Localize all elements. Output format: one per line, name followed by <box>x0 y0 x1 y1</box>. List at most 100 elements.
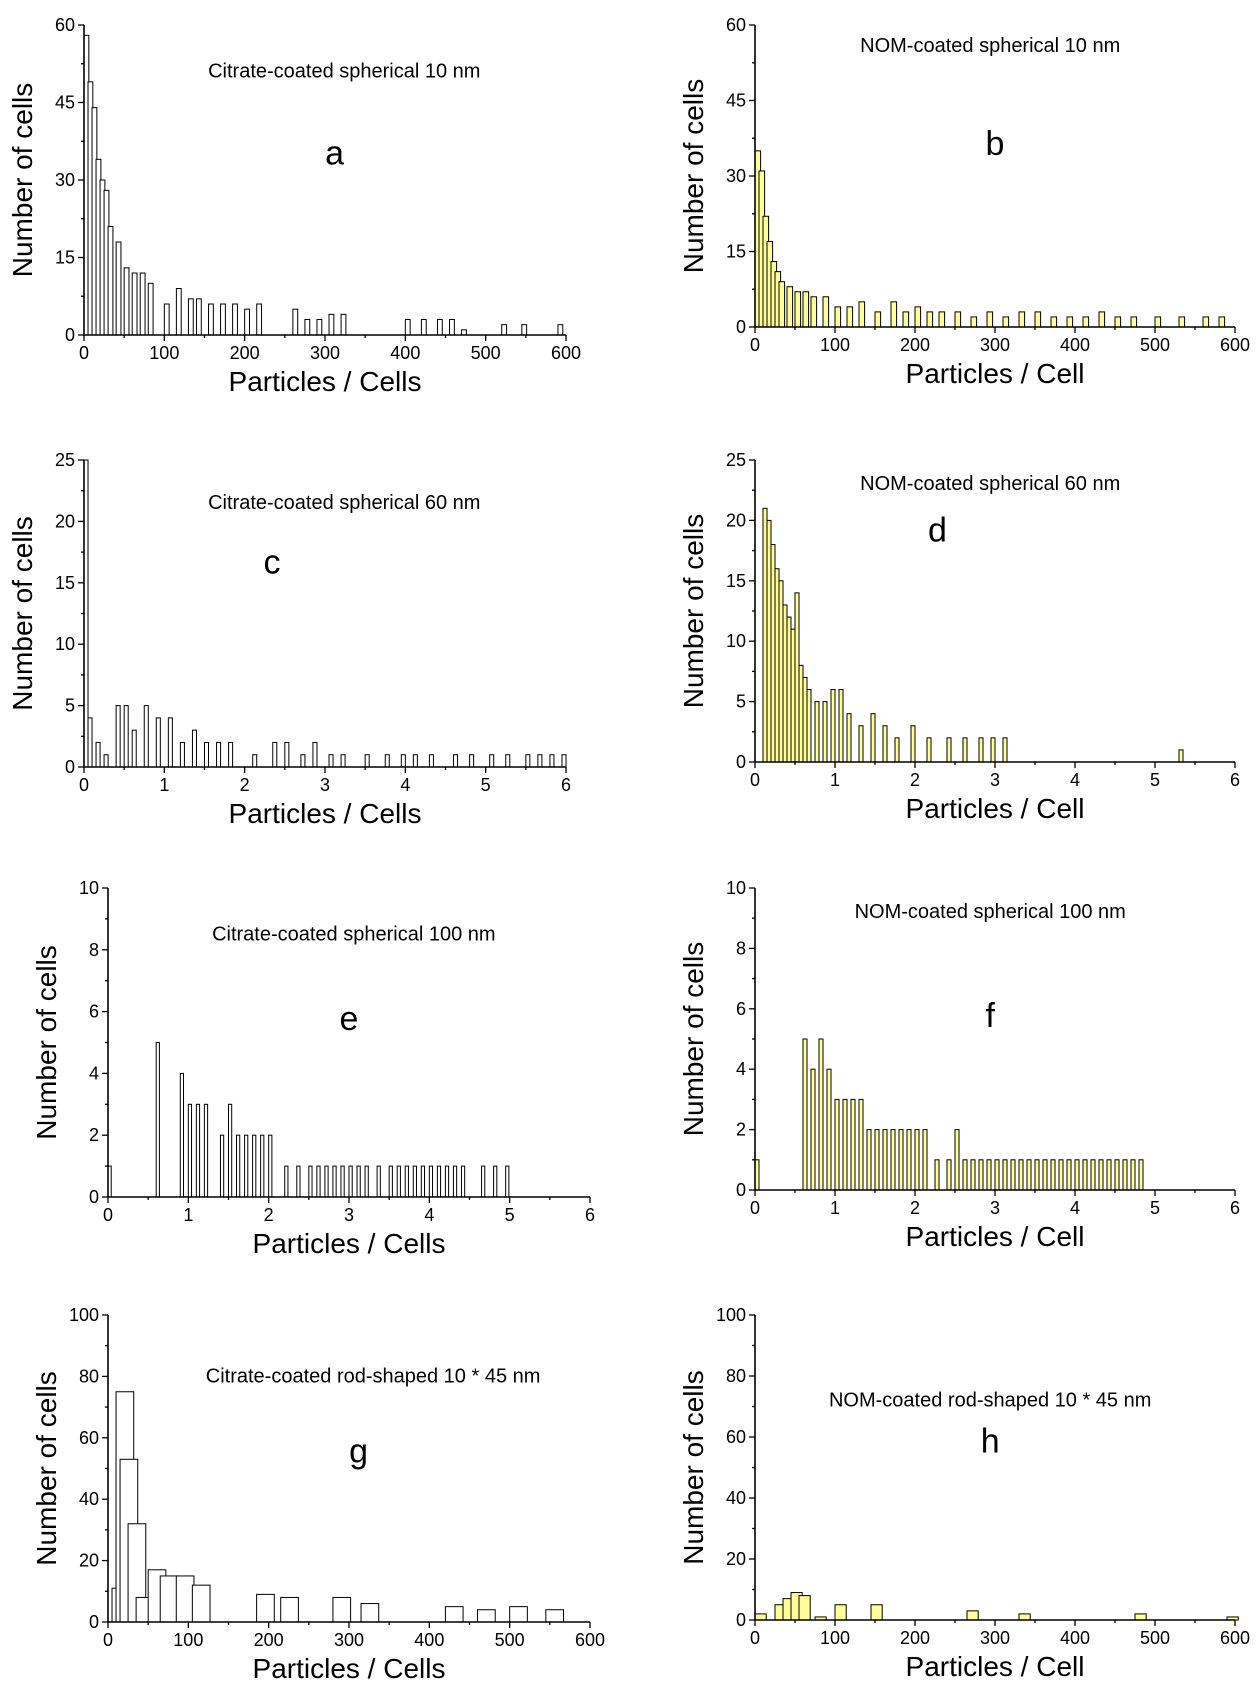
histogram-bar <box>489 754 495 768</box>
histogram-bar <box>790 628 796 763</box>
histogram-bar <box>376 1165 381 1198</box>
panel-letter: g <box>349 1432 368 1470</box>
histogram-bar <box>412 754 418 768</box>
x-axis-title: Particles / Cell <box>906 793 1085 824</box>
x-tick-label: 4 <box>1070 770 1080 790</box>
y-tick-label: 15 <box>726 571 746 591</box>
histogram-bar <box>452 1165 458 1198</box>
y-tick-label: 5 <box>736 692 746 712</box>
y-axis-title: Number of cells <box>678 514 709 709</box>
histogram-bar <box>1002 1159 1008 1191</box>
histogram-bar <box>778 580 784 763</box>
y-tick-label: 2 <box>736 1120 746 1140</box>
histogram-bar <box>1178 749 1184 763</box>
histogram-bar <box>195 1103 201 1198</box>
histogram-bar <box>818 1038 824 1191</box>
histogram-bar <box>1042 1159 1048 1191</box>
x-tick-label: 6 <box>585 1205 595 1225</box>
histogram-bar <box>300 754 306 768</box>
x-tick-label: 6 <box>561 775 571 795</box>
histogram-bar <box>340 1165 345 1198</box>
histogram-bar <box>798 1595 811 1621</box>
x-axis-title: Particles / Cells <box>229 798 422 829</box>
x-tick-label: 0 <box>750 1198 760 1218</box>
x-tick-label: 5 <box>505 1205 515 1225</box>
histogram-bar <box>400 754 406 768</box>
histogram-bar <box>834 1604 847 1621</box>
histogram-bar <box>1050 1159 1056 1191</box>
histogram-bar <box>978 1159 984 1191</box>
histogram-bar <box>882 725 888 763</box>
histogram-bar <box>890 301 898 328</box>
x-tick-label: 100 <box>820 1628 850 1648</box>
histogram-bar <box>284 1165 289 1198</box>
y-tick-label: 60 <box>726 15 746 35</box>
x-tick-label: 400 <box>1060 1628 1090 1648</box>
histogram-bar <box>1058 1159 1064 1191</box>
histogram-bar <box>762 507 768 763</box>
chart-title: NOM-coated spherical 10 nm <box>860 35 1120 57</box>
x-tick-label: 500 <box>1140 335 1170 355</box>
histogram-bar <box>187 1103 193 1198</box>
histogram-bar <box>123 267 130 336</box>
histogram-bar <box>505 1165 510 1198</box>
histogram-bar <box>1050 316 1058 328</box>
histogram-bar <box>292 308 299 336</box>
y-tick-label: 5 <box>65 696 75 716</box>
histogram-bar <box>834 1098 840 1191</box>
histogram-bar <box>404 1165 409 1198</box>
histogram-bar <box>316 319 323 336</box>
histogram-bar <box>786 286 794 328</box>
histogram-bar <box>444 1165 450 1198</box>
histogram-bar <box>384 754 390 768</box>
x-tick-label: 300 <box>334 1630 364 1650</box>
histogram-bar <box>1082 1159 1088 1191</box>
y-tick-label: 20 <box>726 510 746 530</box>
histogram-bar <box>822 701 828 763</box>
x-tick-label: 0 <box>79 343 89 363</box>
x-axis-title: Particles / Cells <box>253 1228 446 1259</box>
histogram-bar <box>493 1165 498 1198</box>
x-tick-label: 5 <box>481 775 491 795</box>
histogram-bar <box>163 303 170 336</box>
y-axis-title: Number of cells <box>31 945 62 1140</box>
x-tick-label: 6 <box>1230 1198 1240 1218</box>
histogram-bar <box>1066 1159 1072 1191</box>
histogram-bar <box>444 1606 464 1623</box>
y-tick-label: 0 <box>89 1612 99 1632</box>
y-tick-label: 10 <box>55 634 75 654</box>
x-tick-label: 200 <box>254 1630 284 1650</box>
chart-panel-d: 0 5 10 15 20 25 0 1 2 3 4 5 6 Particles / Cell Number … <box>678 450 1240 824</box>
x-tick-label: 3 <box>990 770 1000 790</box>
histogram-bar <box>436 1165 442 1198</box>
histogram-bar <box>1114 1159 1120 1191</box>
y-axis-title: Number of cells <box>678 942 709 1137</box>
histogram-bar <box>834 306 842 328</box>
histogram-bar <box>304 319 311 336</box>
histogram-bar <box>966 1610 979 1621</box>
y-tick-label: 20 <box>726 1549 746 1569</box>
histogram-bar <box>978 737 984 763</box>
x-tick-label: 300 <box>980 335 1010 355</box>
histogram-bar <box>204 741 210 768</box>
histogram-bar <box>1218 316 1226 328</box>
histogram-bar <box>1202 316 1210 328</box>
histogram-bar <box>155 1042 160 1198</box>
histogram-bar <box>95 741 101 768</box>
histogram-bar <box>348 1165 353 1198</box>
histogram-bar <box>858 725 864 763</box>
histogram-bar <box>155 717 161 768</box>
histogram-bar <box>187 298 194 336</box>
x-tick-label: 200 <box>230 343 260 363</box>
x-tick-label: 400 <box>390 343 420 363</box>
x-tick-label: 3 <box>320 775 330 795</box>
histogram-bar <box>147 282 154 336</box>
histogram-bar <box>296 1165 301 1198</box>
histogram-bar <box>256 1593 275 1623</box>
histogram-bar <box>902 311 910 328</box>
histogram-bar <box>786 616 792 763</box>
histogram-bar <box>922 1129 928 1191</box>
histogram-bar <box>1090 1159 1096 1191</box>
y-tick-label: 0 <box>65 757 75 777</box>
